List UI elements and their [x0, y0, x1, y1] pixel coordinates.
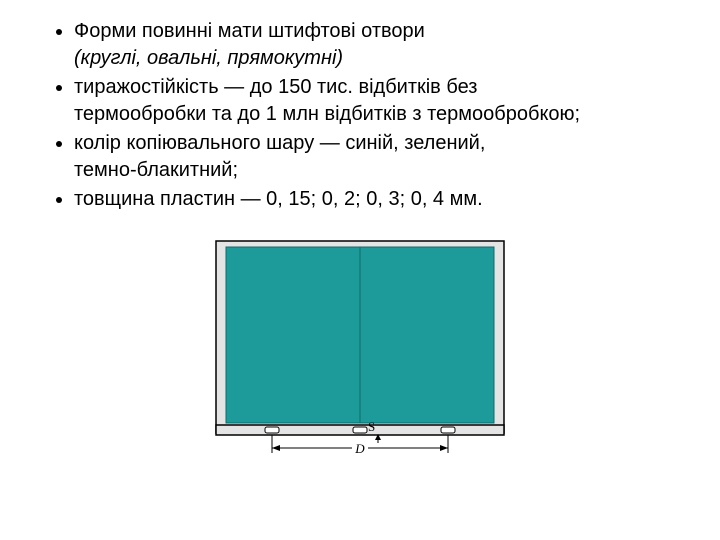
- slide: Форми повинні мати штифтові отвори (круг…: [0, 0, 720, 461]
- bullet-text: термообробки та до 1 млн відбитків з тер…: [74, 103, 580, 125]
- d-arrow-right: [440, 445, 448, 451]
- bullet-text: колір копіювального шару — синій, зелени…: [74, 132, 485, 154]
- bullet-item: товщина пластин — 0, 15; 0, 2; 0, 3; 0, …: [74, 186, 680, 213]
- bullet-text: тиражостійкість — до 150 тис. відбитків …: [74, 76, 477, 98]
- bullet-item: Форми повинні мати штифтові отвори (круг…: [74, 18, 680, 72]
- bullet-text-italic: (круглі, овальні, прямокутні): [74, 47, 343, 69]
- bullet-item: колір копіювального шару — синій, зелени…: [74, 130, 680, 184]
- diagram-container: S D: [40, 235, 680, 461]
- pin-slot: [353, 427, 367, 433]
- pin-slot: [265, 427, 279, 433]
- d-arrow-left: [272, 445, 280, 451]
- bullet-item: тиражостійкість — до 150 тис. відбитків …: [74, 74, 680, 128]
- bullet-text: Форми повинні мати штифтові отвори: [74, 20, 425, 42]
- bullet-list: Форми повинні мати штифтові отвори (круг…: [40, 18, 680, 213]
- pin-slot: [441, 427, 455, 433]
- label-d: D: [354, 441, 365, 456]
- bullet-text: товщина пластин — 0, 15; 0, 2; 0, 3; 0, …: [74, 188, 483, 210]
- plate-diagram: S D: [210, 235, 510, 461]
- bullet-text: темно-блакитний;: [74, 159, 238, 181]
- label-s: S: [368, 419, 375, 434]
